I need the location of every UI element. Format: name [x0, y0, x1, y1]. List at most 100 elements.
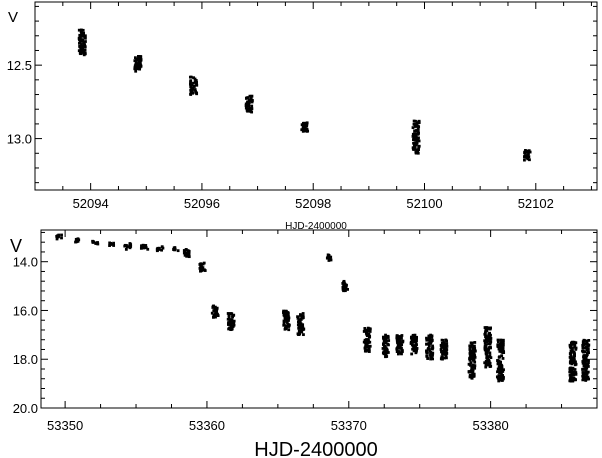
data-point: [488, 337, 492, 341]
data-point: [572, 340, 576, 344]
data-cluster: [483, 326, 493, 369]
data-point: [185, 254, 189, 258]
data-point: [383, 347, 387, 351]
data-point: [60, 236, 63, 240]
data-point: [140, 244, 143, 248]
data-point: [501, 377, 505, 381]
x-axis-label: HJD-2400000: [285, 221, 347, 232]
data-point: [108, 241, 112, 245]
data-point: [133, 67, 137, 71]
data-point: [229, 318, 233, 322]
data-point: [569, 341, 573, 345]
data-point: [500, 354, 504, 358]
data-point: [484, 348, 488, 352]
data-point: [76, 237, 80, 241]
data-point: [381, 351, 385, 355]
data-point: [425, 336, 428, 340]
y-axis-label: V: [10, 236, 22, 256]
data-point: [573, 368, 577, 371]
data-point: [415, 143, 418, 147]
data-point: [300, 123, 304, 127]
data-point: [500, 372, 503, 375]
data-point: [487, 332, 491, 336]
data-point: [484, 329, 488, 333]
data-point: [301, 316, 305, 319]
data-point: [500, 343, 504, 347]
data-point: [301, 312, 305, 315]
data-point: [571, 361, 575, 365]
data-point: [94, 241, 98, 245]
data-cluster: [523, 149, 532, 162]
data-point: [305, 127, 309, 131]
data-point: [129, 243, 133, 247]
data-point: [398, 351, 402, 355]
data-point: [496, 370, 499, 374]
data-point: [128, 246, 132, 250]
data-point: [415, 141, 419, 145]
data-point: [426, 357, 430, 360]
data-cluster: [210, 304, 220, 319]
data-point: [282, 313, 286, 317]
data-point: [585, 366, 589, 370]
data-point: [502, 368, 505, 372]
data-point: [582, 358, 586, 362]
data-point: [574, 362, 578, 366]
data-point: [573, 371, 577, 374]
data-point: [301, 126, 305, 130]
data-point: [416, 132, 420, 135]
data-point: [416, 124, 420, 128]
data-point: [285, 309, 288, 313]
data-point: [414, 340, 418, 344]
data-point: [384, 333, 387, 337]
data-point: [296, 317, 300, 320]
data-point: [471, 358, 475, 362]
data-point: [96, 241, 99, 244]
data-point: [581, 349, 584, 353]
data-cluster: [409, 333, 419, 356]
data-point: [230, 321, 234, 325]
data-point: [497, 365, 501, 369]
data-point: [296, 315, 300, 319]
data-point: [56, 234, 60, 238]
data-point: [195, 81, 198, 85]
data-point: [581, 340, 585, 344]
data-point: [303, 129, 307, 133]
data-point: [193, 77, 197, 81]
data-point: [81, 28, 85, 32]
data-point: [570, 362, 574, 366]
data-point: [584, 379, 588, 382]
data-point: [400, 352, 403, 356]
data-point: [430, 351, 434, 355]
data-point: [246, 104, 250, 108]
data-point: [574, 341, 578, 345]
data-point: [343, 289, 347, 293]
data-point: [587, 377, 590, 381]
data-point: [156, 247, 160, 250]
data-point: [139, 58, 143, 61]
data-point: [427, 336, 431, 340]
data-point: [79, 35, 82, 39]
data-point: [473, 347, 477, 350]
data-cluster: [91, 239, 100, 246]
data-point: [327, 254, 331, 257]
data-point: [499, 364, 503, 367]
data-point: [182, 249, 186, 252]
data-point: [427, 347, 431, 351]
data-point: [417, 146, 421, 149]
data-point: [397, 339, 401, 343]
data-point: [473, 341, 477, 344]
data-point: [586, 363, 590, 367]
data-point: [413, 129, 416, 133]
data-point: [285, 321, 289, 324]
data-point: [413, 345, 417, 349]
data-point: [368, 344, 372, 348]
data-point: [528, 158, 531, 162]
data-cluster: [77, 28, 87, 57]
data-point: [416, 127, 420, 131]
data-point: [583, 350, 587, 354]
data-point: [483, 341, 487, 345]
data-cluster: [300, 121, 310, 133]
data-point: [574, 372, 578, 376]
data-point: [416, 130, 420, 134]
data-point: [139, 246, 143, 250]
